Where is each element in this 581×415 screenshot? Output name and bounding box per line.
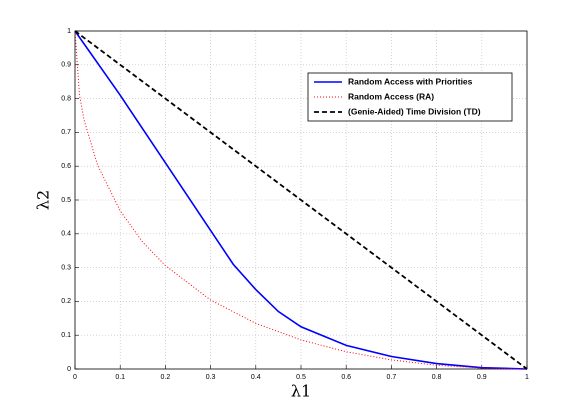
y-axis-label: λ2	[34, 190, 53, 210]
x-tick-label: 0.7	[387, 374, 397, 381]
y-tick-label: 0.6	[61, 163, 71, 170]
y-tick-label: 0.9	[61, 62, 71, 69]
y-tick-label: 0.2	[61, 298, 71, 305]
x-tick-label: 0.4	[251, 374, 261, 381]
legend-label: Random Access with Priorities	[348, 76, 473, 86]
x-tick-label: 0.2	[161, 374, 171, 381]
axes-box	[74, 30, 528, 370]
y-tick-label: 0.5	[61, 197, 71, 204]
x-tick-label: 0.9	[477, 374, 487, 381]
x-axis-label: λ1	[291, 382, 311, 401]
series-line	[74, 30, 528, 370]
x-tick-label: 0.3	[206, 374, 216, 381]
series-line	[74, 30, 528, 370]
legend-label: Random Access (RA)	[348, 91, 434, 101]
y-tick-label: 1	[67, 28, 71, 35]
series-line	[74, 30, 528, 370]
legend-label: (Genie-Aided) Time Division (TD)	[348, 106, 481, 116]
x-tick-label: 0.5	[296, 374, 306, 381]
y-tick-label: 0.8	[61, 95, 71, 102]
y-tick-label: 0.4	[61, 231, 71, 238]
x-tick-label: 0.1	[115, 374, 125, 381]
x-tick-label: 0	[73, 374, 77, 381]
y-tick-label: 0.7	[61, 129, 71, 136]
y-tick-label: 0	[67, 366, 71, 373]
x-tick-label: 0.6	[341, 374, 351, 381]
x-tick-label: 1	[525, 374, 529, 381]
y-tick-label: 0.1	[61, 332, 71, 339]
y-tick-label: 0.3	[61, 264, 71, 271]
x-tick-label: 0.8	[432, 374, 442, 381]
